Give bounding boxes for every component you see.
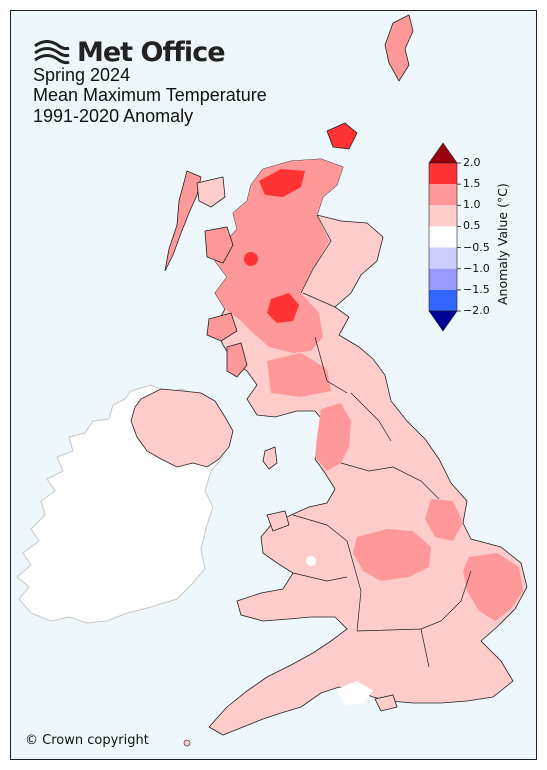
outer-hebrides: [164, 170, 202, 272]
colorbar-tick-label: −1.0: [463, 261, 490, 275]
map-title-line-3: 1991-2020 Anomaly: [33, 106, 194, 126]
southern-scotland-warm-region: [267, 353, 331, 397]
orkney-islands: [326, 122, 358, 150]
colorbar-bin: [429, 289, 457, 311]
islay-jura: [226, 342, 248, 378]
isle-of-skye: [204, 226, 234, 264]
north-west-warm-region: [315, 403, 351, 471]
colorbar-bin: [429, 268, 457, 290]
isles-of-scilly: [183, 739, 191, 747]
lincolnshire-warm-region: [425, 499, 463, 541]
colorbar-label: Anomaly Value (°C): [495, 183, 510, 305]
wales-neutral-spot: [306, 556, 316, 566]
western-isles-south: [196, 176, 226, 208]
met-office-waves-icon: [34, 39, 70, 64]
colorbar-tick-label: −0.5: [463, 240, 490, 254]
south-coast-neutral-area: [337, 681, 373, 705]
colorbar-bin: [429, 226, 457, 248]
map-title-line-2: Mean Maximum Temperature: [33, 85, 267, 105]
uk-anomaly-map: [16, 14, 528, 747]
central-scotland-hot-spot: [267, 293, 299, 323]
west-highlands-hot-spot: [244, 252, 258, 266]
colorbar-tick-label: −2.0: [463, 304, 490, 317]
map-title-line-1: Spring 2024: [33, 65, 131, 85]
map-frame: Met Office Spring 2024 Mean Maximum Temp…: [10, 10, 537, 760]
anglesey: [266, 510, 290, 532]
isle-of-wight: [374, 694, 398, 712]
midlands-warm-region: [353, 529, 431, 581]
colorbar-bin: [429, 205, 457, 227]
colorbar-bin: [429, 184, 457, 206]
colorbar-extend-min: [428, 310, 458, 332]
colorbar-tick-label: 1.0: [463, 198, 481, 212]
copyright-notice: © Crown copyright: [25, 733, 149, 748]
colorbar-tick-label: 0.5: [463, 219, 481, 233]
colorbar-tick-label: 2.0: [463, 156, 481, 169]
north-scotland-hot-spot: [259, 169, 305, 197]
colorbar: [428, 142, 461, 332]
shetland-islands: [384, 14, 414, 82]
met-office-logo: Met Office: [33, 37, 226, 68]
colorbar-extend-max: [428, 142, 458, 164]
isle-of-mull: [206, 312, 238, 342]
colorbar-bin: [429, 247, 457, 269]
isle-of-man: [262, 446, 278, 470]
colorbar-bin: [429, 163, 457, 185]
east-england-warm-region: [463, 553, 523, 621]
scotland-warm-region: [215, 159, 343, 353]
brand-name: Met Office: [77, 37, 226, 68]
colorbar-tick-label: 1.5: [463, 177, 481, 191]
colorbar-tick-label: −1.5: [463, 282, 490, 296]
region-boundaries: [292, 214, 472, 668]
northern-ireland: [130, 388, 234, 468]
